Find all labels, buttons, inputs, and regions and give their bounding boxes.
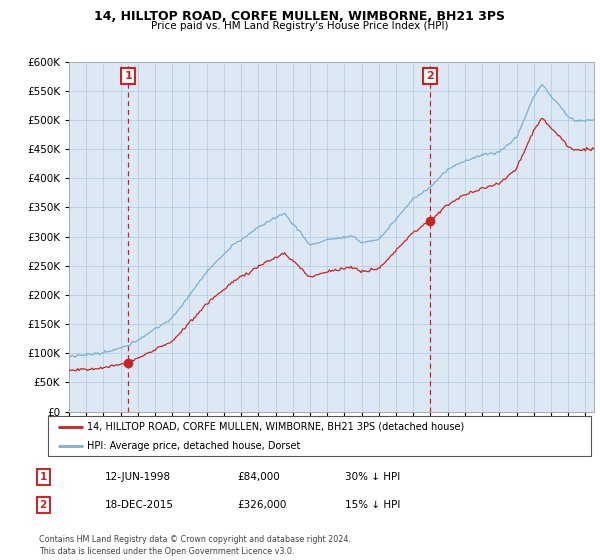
FancyBboxPatch shape [48, 416, 591, 456]
Text: £326,000: £326,000 [237, 500, 286, 510]
Text: 1: 1 [125, 71, 132, 81]
Text: Price paid vs. HM Land Registry's House Price Index (HPI): Price paid vs. HM Land Registry's House … [151, 21, 449, 31]
Text: 14, HILLTOP ROAD, CORFE MULLEN, WIMBORNE, BH21 3PS: 14, HILLTOP ROAD, CORFE MULLEN, WIMBORNE… [95, 10, 505, 23]
Text: 12-JUN-1998: 12-JUN-1998 [105, 472, 171, 482]
Text: 18-DEC-2015: 18-DEC-2015 [105, 500, 174, 510]
Text: 1: 1 [40, 472, 47, 482]
Text: 15% ↓ HPI: 15% ↓ HPI [345, 500, 400, 510]
Text: 14, HILLTOP ROAD, CORFE MULLEN, WIMBORNE, BH21 3PS (detached house): 14, HILLTOP ROAD, CORFE MULLEN, WIMBORNE… [87, 422, 464, 432]
Text: Contains HM Land Registry data © Crown copyright and database right 2024.
This d: Contains HM Land Registry data © Crown c… [39, 535, 351, 556]
Text: £84,000: £84,000 [237, 472, 280, 482]
Text: 30% ↓ HPI: 30% ↓ HPI [345, 472, 400, 482]
Text: 2: 2 [40, 500, 47, 510]
Text: 2: 2 [426, 71, 434, 81]
Text: HPI: Average price, detached house, Dorset: HPI: Average price, detached house, Dors… [87, 441, 301, 451]
